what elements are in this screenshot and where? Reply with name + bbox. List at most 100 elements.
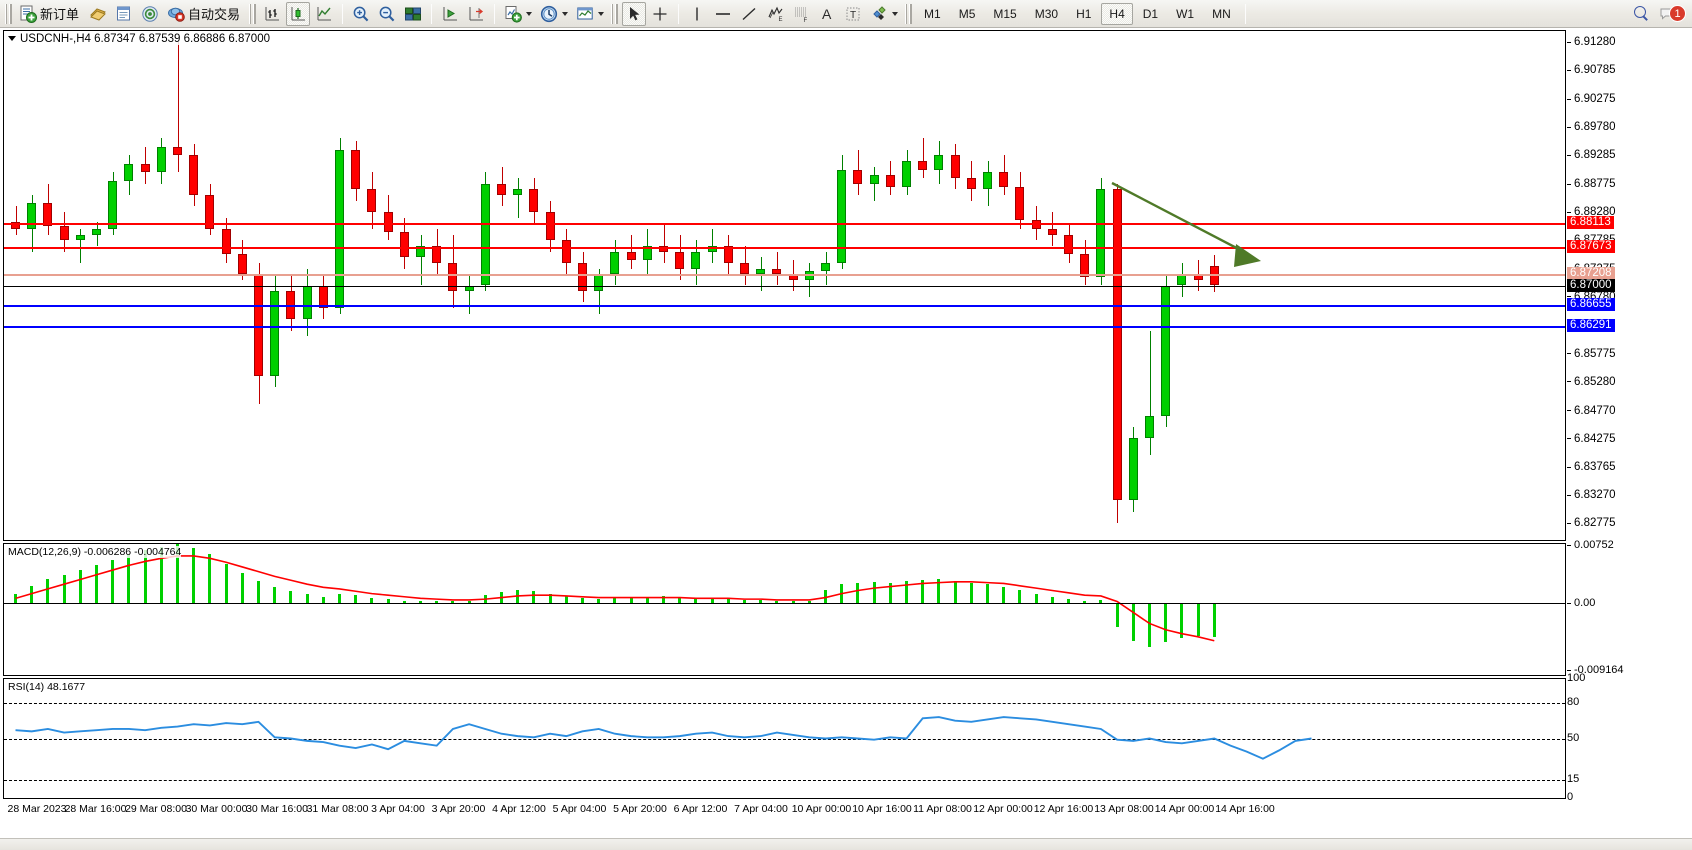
data-window-button[interactable]	[112, 2, 136, 26]
timeframe-d1[interactable]: D1	[1142, 6, 1159, 21]
time-axis-label: 4 Apr 12:00	[492, 803, 546, 815]
timeframe-m15[interactable]: M15	[993, 6, 1017, 21]
rsi-panel[interactable]: RSI(14) 48.1677	[3, 678, 1566, 799]
macd-histogram-bar	[1212, 603, 1216, 637]
time-axis-label: 3 Apr 04:00	[371, 803, 425, 815]
cursor-button[interactable]	[622, 1, 647, 26]
toolbar-grip-4[interactable]	[905, 3, 913, 24]
bar-chart-button[interactable]	[260, 2, 284, 26]
fibonacci-button[interactable]: F	[789, 2, 813, 26]
timeframe-h1[interactable]: H1	[1076, 6, 1092, 21]
indicators-button[interactable]	[501, 2, 535, 26]
macd-histogram-bar	[257, 581, 260, 604]
candle-body	[578, 262, 587, 292]
rsi-scale-tick: 100	[1567, 672, 1586, 684]
macd-histogram-bar	[111, 559, 115, 604]
candle-wick	[874, 166, 876, 201]
macd-histogram-bar	[726, 599, 730, 604]
text-button[interactable]: A	[815, 2, 839, 26]
price-level-badge-resistance-upper[interactable]: 6.88113	[1567, 215, 1614, 229]
elliott-wave-button[interactable]: E	[763, 2, 787, 26]
timeframe-mn[interactable]: MN	[1212, 6, 1231, 21]
toolbar-grip-3[interactable]	[611, 3, 619, 24]
candle-body	[1047, 228, 1057, 235]
toolbar-grip[interactable]	[5, 3, 12, 24]
auto-scroll-button[interactable]	[438, 2, 462, 26]
price-level-badge-current-price[interactable]: 6.87000	[1567, 278, 1615, 292]
macd-histogram-bar	[370, 597, 374, 604]
level-line-resistance-upper[interactable]	[4, 222, 1565, 225]
candle-body	[173, 146, 182, 156]
symbols-button[interactable]	[401, 2, 425, 26]
auto-trading-button[interactable]: 自动交易	[164, 2, 245, 26]
candle-wick	[922, 138, 924, 179]
chart-shift-button[interactable]	[464, 2, 488, 26]
periods-button[interactable]	[537, 2, 571, 26]
price-tick: 6.90785	[1567, 64, 1616, 76]
toolbar-separator-5	[1244, 3, 1246, 24]
price-scale[interactable]: 6.91280 6.90785 6.90275 6.89780 6.89285 6.887…	[1567, 30, 1689, 541]
macd-panel[interactable]: MACD(12,26,9) -0.006286 -0.004764	[3, 543, 1566, 676]
expert-advisor-button[interactable]	[86, 2, 110, 26]
objects-icon	[873, 5, 886, 20]
crosshair-button[interactable]	[648, 2, 672, 26]
level-line-current-price[interactable]	[4, 285, 1565, 287]
price-tick: 6.88280	[1567, 206, 1616, 218]
macd-histogram-bar	[953, 581, 957, 604]
zoom-out-button[interactable]	[375, 2, 399, 26]
templates-dropdown-caret[interactable]	[598, 11, 605, 16]
timeframe-h4[interactable]: H4	[1101, 2, 1133, 25]
expert-advisor-icon	[90, 7, 106, 21]
rsi-plot[interactable]	[4, 679, 1565, 798]
level-line-support-lower[interactable]	[4, 325, 1565, 328]
macd-histogram-bar	[1067, 599, 1070, 604]
candle-wick	[1149, 330, 1151, 456]
timeframe-w1[interactable]: W1	[1176, 6, 1195, 21]
signals-button[interactable]	[138, 2, 162, 26]
zoom-in-button[interactable]	[349, 2, 373, 26]
macd-plot[interactable]	[4, 544, 1565, 675]
indicators-icon	[505, 5, 522, 23]
level-line-support-upper[interactable]	[4, 305, 1565, 307]
candle-body	[626, 251, 636, 261]
templates-button[interactable]	[573, 2, 607, 26]
chart-area[interactable]: USDCNH-,H4 6.87347 6.87539 6.86886 6.870…	[0, 28, 1692, 850]
price-level-badge-resistance-lower[interactable]: 6.87673	[1567, 240, 1615, 254]
candle-body	[92, 228, 101, 235]
level-line-resistance-lower[interactable]	[4, 247, 1565, 250]
time-axis-label: 13 Apr 08:00	[1094, 803, 1154, 815]
macd-signal-line	[15, 555, 1215, 642]
new-order-button[interactable]: 新订单	[16, 2, 84, 26]
trendline-button[interactable]	[737, 2, 761, 26]
candle-body	[869, 175, 879, 184]
price-tick: 6.85775	[1567, 348, 1616, 360]
indicators-dropdown-caret[interactable]	[526, 11, 533, 16]
collapse-triangle-icon[interactable]	[8, 36, 16, 42]
price-panel[interactable]: USDCNH-,H4 6.87347 6.87539 6.86886 6.870…	[3, 30, 1566, 541]
price-plot[interactable]	[4, 31, 1565, 540]
text-label-button[interactable]: T	[841, 2, 865, 26]
rsi-scale: 100 80 50 15 0	[1567, 672, 1689, 803]
macd-histogram-bar	[694, 598, 698, 604]
candle-body	[853, 169, 863, 184]
search-button[interactable]	[1630, 2, 1654, 26]
objects-button[interactable]	[867, 2, 901, 26]
objects-dropdown-caret[interactable]	[892, 11, 899, 16]
toolbar-grip-2[interactable]	[249, 3, 257, 24]
price-level-badge-support-upper[interactable]: 6.86655	[1567, 298, 1615, 311]
timeframe-m5[interactable]: M5	[958, 6, 976, 21]
candlestick-chart-button[interactable]	[286, 1, 311, 26]
candle-body	[594, 274, 604, 292]
vertical-line-button[interactable]	[685, 2, 709, 26]
timeframe-m1[interactable]: M1	[924, 6, 941, 21]
periods-dropdown-caret[interactable]	[562, 11, 569, 16]
price-level-badge-entry-level[interactable]: 6.87208	[1567, 266, 1615, 280]
line-chart-button[interactable]	[312, 2, 336, 26]
macd-histogram-bar	[678, 597, 682, 604]
price-level-badge-support-lower[interactable]: 6.86291	[1567, 318, 1615, 332]
timeframe-m30[interactable]: M30	[1034, 6, 1059, 21]
notification-button[interactable]: 1	[1656, 2, 1689, 26]
level-line-entry-level[interactable]	[4, 273, 1565, 276]
horizontal-line-button[interactable]	[711, 2, 735, 26]
toolbar-separator-3	[494, 3, 496, 24]
